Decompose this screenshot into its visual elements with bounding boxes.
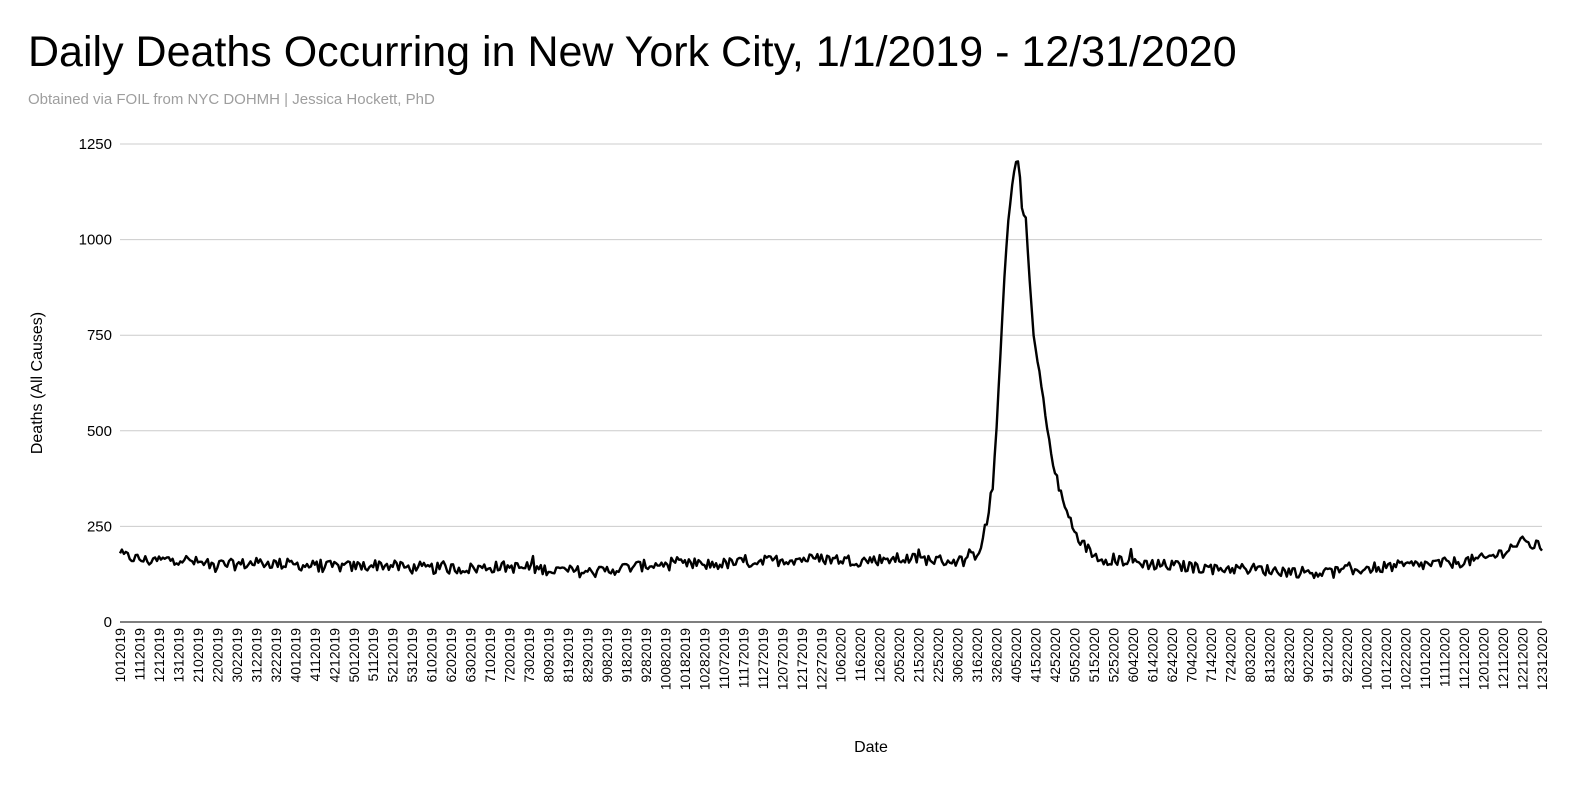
x-axis-title: Date <box>854 739 888 756</box>
x-tick-label: 12012020 <box>1476 628 1492 691</box>
x-tick-label: 1112019 <box>131 628 147 681</box>
x-tick-label: 8132020 <box>1261 628 1277 683</box>
x-tick-label: 12112020 <box>1495 628 1511 689</box>
series-line <box>118 160 1543 580</box>
y-tick-label: 0 <box>104 614 112 631</box>
x-tick-label: 7242020 <box>1222 628 1238 683</box>
x-tick-label: 2252020 <box>930 628 946 683</box>
x-tick-label: 4252020 <box>1047 628 1063 683</box>
y-tick-label: 250 <box>87 518 112 535</box>
x-tick-label: 5312019 <box>404 628 420 683</box>
x-tick-label: 6202019 <box>443 628 459 683</box>
x-tick-label: 2052020 <box>891 628 907 683</box>
x-tick-label: 8232020 <box>1281 628 1297 683</box>
x-tick-label: 11272019 <box>755 628 771 689</box>
x-tick-label: 11112020 <box>1437 628 1453 687</box>
x-tick-label: 4112019 <box>307 628 323 682</box>
x-tick-label: 1062020 <box>833 628 849 683</box>
chart-title: Daily Deaths Occurring in New York City,… <box>28 28 1237 76</box>
x-tick-label: 12072019 <box>774 628 790 691</box>
x-tick-label: 10022020 <box>1359 628 1375 691</box>
y-axis-title: Deaths (All Causes) <box>29 312 46 454</box>
y-tick-label: 500 <box>87 423 112 440</box>
x-tick-label: 12212020 <box>1515 628 1531 691</box>
x-tick-label: 3022019 <box>229 628 245 683</box>
x-tick-label: 8192019 <box>560 628 576 683</box>
x-tick-label: 5052020 <box>1066 628 1082 683</box>
x-tick-label: 6102019 <box>424 628 440 683</box>
x-tick-label: 9022020 <box>1300 628 1316 683</box>
x-tick-label: 4012019 <box>287 628 303 683</box>
x-tick-label: 7142020 <box>1203 628 1219 683</box>
x-tick-label: 9222020 <box>1339 628 1355 683</box>
x-tick-label: 1312019 <box>170 628 186 683</box>
x-tick-label: 3162020 <box>969 628 985 683</box>
y-tick-label: 1000 <box>79 232 112 249</box>
x-tick-label: 10182019 <box>677 628 693 691</box>
x-tick-label: 6042020 <box>1125 628 1141 683</box>
x-tick-label: 5152020 <box>1086 628 1102 683</box>
x-tick-label: 12272019 <box>813 628 829 691</box>
x-tick-label: 11072019 <box>716 628 732 689</box>
x-tick-label: 7102019 <box>482 628 498 683</box>
x-axis-ticks: 1012019 1112019 1212019 1312019 2102019 22020… <box>112 628 1550 691</box>
y-axis-ticks: 0 250 500 750 1000 1250 <box>79 136 112 631</box>
x-tick-label: 10122020 <box>1378 628 1394 691</box>
x-tick-label: 7042020 <box>1183 628 1199 683</box>
x-tick-label: 1012019 <box>112 628 128 683</box>
x-tick-label: 12172019 <box>794 628 810 691</box>
x-tick-label: 2152020 <box>911 628 927 683</box>
chart-subtitle: Obtained via FOIL from NYC DOHMH | Jessi… <box>28 91 435 108</box>
x-tick-label: 3262020 <box>989 628 1005 683</box>
x-tick-label: 5012019 <box>346 628 362 683</box>
x-tick-label: 6302019 <box>463 628 479 683</box>
x-tick-label: 2102019 <box>190 628 206 683</box>
x-tick-label: 8032020 <box>1242 628 1258 683</box>
x-tick-label: 9082019 <box>599 628 615 683</box>
x-tick-label: 11212020 <box>1456 628 1472 689</box>
x-tick-label: 10222020 <box>1398 628 1414 691</box>
x-tick-label: 4212019 <box>326 628 342 683</box>
x-tick-label: 12312020 <box>1534 628 1550 691</box>
x-tick-label: 1262020 <box>872 628 888 683</box>
x-tick-label: 4052020 <box>1008 628 1024 683</box>
x-tick-label: 6242020 <box>1164 628 1180 683</box>
x-tick-label: 5252020 <box>1105 628 1121 683</box>
x-tick-label: 9122020 <box>1320 628 1336 683</box>
x-tick-label: 11012020 <box>1417 628 1433 689</box>
x-tick-label: 1162020 <box>852 628 868 682</box>
x-tick-label: 5212019 <box>385 628 401 683</box>
x-tick-label: 6142020 <box>1144 628 1160 683</box>
x-tick-label: 10082019 <box>657 628 673 691</box>
gridlines <box>120 143 1542 527</box>
x-tick-label: 4152020 <box>1028 628 1044 683</box>
x-tick-label: 9282019 <box>638 628 654 683</box>
x-tick-label: 7202019 <box>502 628 518 683</box>
x-tick-label: 8292019 <box>580 628 596 683</box>
y-tick-label: 1250 <box>79 136 112 153</box>
x-tick-label: 1212019 <box>151 628 167 683</box>
x-tick-label: 10282019 <box>696 628 712 691</box>
x-tick-label: 3122019 <box>248 628 264 683</box>
x-tick-label: 9182019 <box>618 628 634 683</box>
x-tick-label: 2202019 <box>209 628 225 683</box>
x-tick-label: 3222019 <box>268 628 284 683</box>
x-tick-label: 11172019 <box>735 628 751 688</box>
x-tick-label: 5112019 <box>365 628 381 682</box>
x-tick-label: 7302019 <box>521 628 537 683</box>
x-tick-label: 3062020 <box>950 628 966 683</box>
y-tick-label: 750 <box>87 327 112 344</box>
x-tick-label: 8092019 <box>541 628 557 683</box>
